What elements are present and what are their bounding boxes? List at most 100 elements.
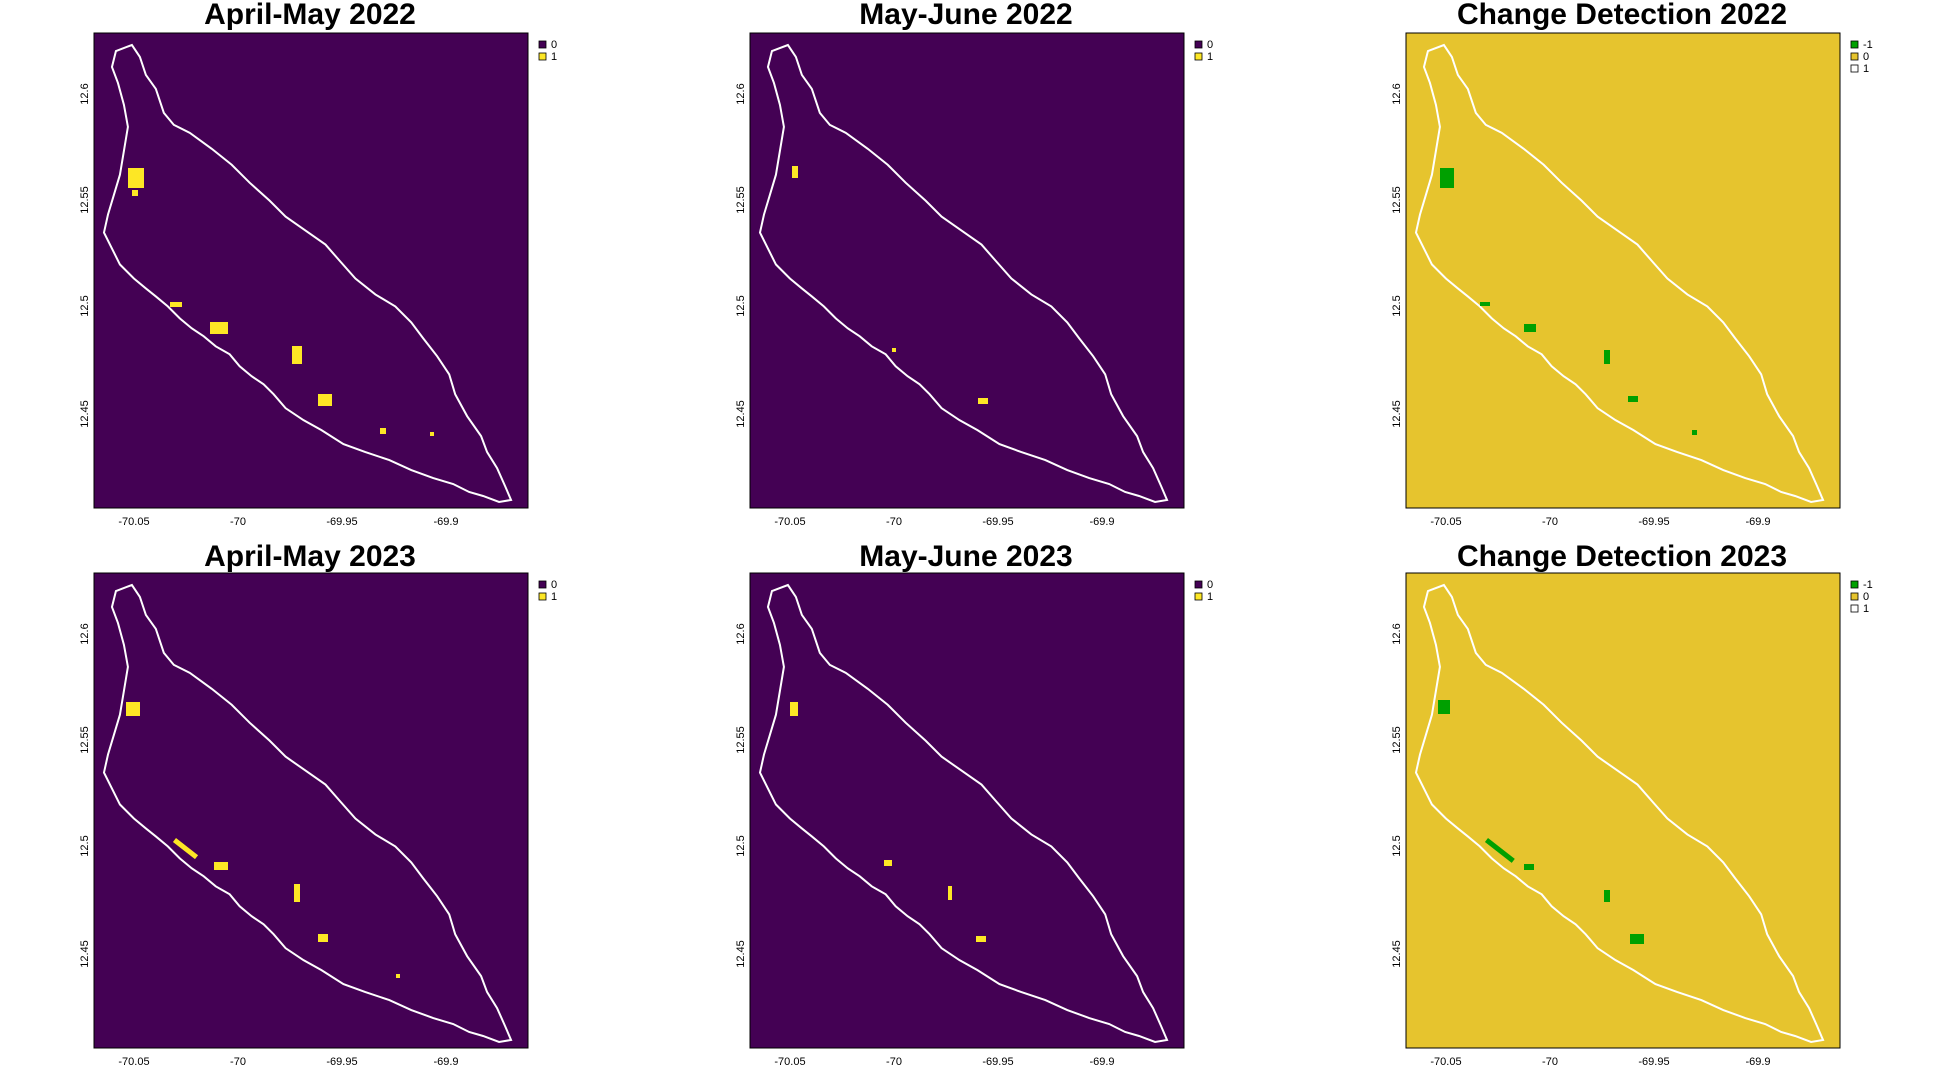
y-axis: 12.6 12.55 12.5 12.45: [735, 623, 747, 967]
x-axis: -70.05 -70 -69.95 -69.9: [118, 516, 458, 528]
svg-text:-69.9: -69.9: [1089, 1056, 1114, 1067]
panel-title: April-May 2023: [204, 540, 416, 573]
raster-background: [749, 32, 1185, 509]
svg-text:12.5: 12.5: [79, 835, 91, 856]
svg-text:12.55: 12.55: [1391, 186, 1403, 214]
panel-aprmay-2023: April-May 2023 0 1 -70.05 -70 -69.95 -69…: [79, 540, 557, 1067]
panel-title: May-June 2023: [859, 540, 1072, 573]
svg-text:12.5: 12.5: [1391, 295, 1403, 316]
x-axis: -70.05 -70 -69.95 -69.9: [774, 1056, 1114, 1067]
svg-text:1: 1: [551, 51, 557, 63]
detection-pixels: [128, 168, 434, 436]
raster-background: [749, 572, 1185, 1049]
svg-text:0: 0: [551, 579, 557, 591]
svg-text:12.55: 12.55: [79, 186, 91, 214]
panel-title: Change Detection 2023: [1457, 540, 1787, 573]
detection-pixels: [126, 702, 400, 978]
svg-text:12.6: 12.6: [735, 623, 747, 644]
svg-text:-69.9: -69.9: [1745, 516, 1770, 528]
x-axis: -70.05 -70 -69.95 -69.9: [1430, 516, 1770, 528]
panel-aprmay-2022: April-May 2022 0 1 -70.05 -70 -69.95 -69…: [79, 0, 557, 528]
svg-text:12.45: 12.45: [79, 940, 91, 968]
change-pixels: [1440, 168, 1697, 435]
legend: 0 1: [538, 579, 557, 603]
svg-text:0: 0: [1863, 51, 1869, 63]
svg-text:12.5: 12.5: [79, 295, 91, 316]
y-axis: 12.6 12.55 12.5 12.45: [1391, 83, 1403, 427]
svg-text:12.45: 12.45: [1391, 400, 1403, 428]
detection-pixels: [792, 166, 988, 404]
svg-text:-70: -70: [1542, 516, 1558, 528]
svg-text:12.45: 12.45: [79, 400, 91, 428]
svg-text:-70: -70: [886, 516, 902, 528]
legend: 0 1: [1194, 579, 1213, 603]
svg-text:-69.95: -69.95: [982, 516, 1013, 528]
raster-background: [1405, 32, 1841, 509]
svg-text:12.5: 12.5: [735, 295, 747, 316]
legend: 0 1: [538, 39, 557, 63]
legend: -1 0 1: [1850, 579, 1873, 615]
svg-text:-1: -1: [1863, 39, 1873, 51]
raster-background: [93, 572, 529, 1049]
x-axis: -70.05 -70 -69.95 -69.9: [1430, 1056, 1770, 1067]
svg-text:0: 0: [1863, 591, 1869, 603]
y-axis: 12.6 12.55 12.5 12.45: [735, 83, 747, 427]
svg-text:-70: -70: [230, 1056, 246, 1067]
legend: -1 0 1: [1850, 39, 1873, 75]
svg-text:12.6: 12.6: [79, 83, 91, 104]
svg-text:12.5: 12.5: [1391, 835, 1403, 856]
svg-text:12.6: 12.6: [1391, 623, 1403, 644]
svg-text:1: 1: [1207, 51, 1213, 63]
svg-text:-70: -70: [886, 1056, 902, 1067]
svg-text:-1: -1: [1863, 579, 1873, 591]
y-axis: 12.6 12.55 12.5 12.45: [1391, 623, 1403, 967]
panel-title: Change Detection 2022: [1457, 0, 1787, 31]
svg-text:12.45: 12.45: [1391, 940, 1403, 968]
svg-text:-70: -70: [1542, 1056, 1558, 1067]
svg-text:12.6: 12.6: [735, 83, 747, 104]
x-axis: -70.05 -70 -69.95 -69.9: [118, 1056, 458, 1067]
svg-text:-69.95: -69.95: [326, 1056, 357, 1067]
panel-change-2023: Change Detection 2023 -1 0 1 -70.05 -70 …: [1391, 540, 1873, 1067]
svg-text:-69.95: -69.95: [1638, 516, 1669, 528]
svg-text:-70.05: -70.05: [1430, 1056, 1461, 1067]
detection-pixels: [790, 702, 986, 942]
svg-text:-69.95: -69.95: [1638, 1056, 1669, 1067]
svg-text:12.55: 12.55: [735, 186, 747, 214]
svg-text:-69.95: -69.95: [326, 516, 357, 528]
svg-text:12.5: 12.5: [735, 835, 747, 856]
svg-text:-69.95: -69.95: [982, 1056, 1013, 1067]
svg-text:12.55: 12.55: [1391, 726, 1403, 754]
svg-text:12.6: 12.6: [79, 623, 91, 644]
raster-background: [93, 32, 529, 509]
y-axis: 12.6 12.55 12.5 12.45: [79, 623, 91, 967]
raster-background: [1405, 572, 1841, 1049]
x-axis: -70.05 -70 -69.95 -69.9: [774, 516, 1114, 528]
y-axis: 12.6 12.55 12.5 12.45: [79, 83, 91, 427]
panel-mayjun-2023: May-June 2023 0 1 -70.05 -70 -69.95 -69.…: [735, 540, 1213, 1067]
svg-text:0: 0: [1207, 39, 1213, 51]
svg-text:0: 0: [551, 39, 557, 51]
svg-text:-69.9: -69.9: [1745, 1056, 1770, 1067]
svg-text:0: 0: [1207, 579, 1213, 591]
svg-text:-69.9: -69.9: [1089, 516, 1114, 528]
panel-title: April-May 2022: [204, 0, 416, 31]
svg-text:-70.05: -70.05: [774, 1056, 805, 1067]
legend: 0 1: [1194, 39, 1213, 63]
svg-text:-70.05: -70.05: [118, 1056, 149, 1067]
svg-text:-69.9: -69.9: [433, 1056, 458, 1067]
svg-text:12.55: 12.55: [735, 726, 747, 754]
svg-text:-70.05: -70.05: [1430, 516, 1461, 528]
svg-text:-69.9: -69.9: [433, 516, 458, 528]
panel-mayjun-2022: May-June 2022 0 1 -70.05 -70 -69.95 -69.…: [735, 0, 1213, 528]
svg-text:-70: -70: [230, 516, 246, 528]
svg-text:12.6: 12.6: [1391, 83, 1403, 104]
svg-text:1: 1: [1863, 603, 1869, 615]
svg-text:1: 1: [1863, 63, 1869, 75]
svg-text:12.45: 12.45: [735, 400, 747, 428]
panel-change-2022: Change Detection 2022 -1 0 1 -70.05 -70 …: [1391, 0, 1873, 528]
svg-text:1: 1: [1207, 591, 1213, 603]
change-pixels: [1438, 700, 1644, 944]
svg-text:-70.05: -70.05: [118, 516, 149, 528]
